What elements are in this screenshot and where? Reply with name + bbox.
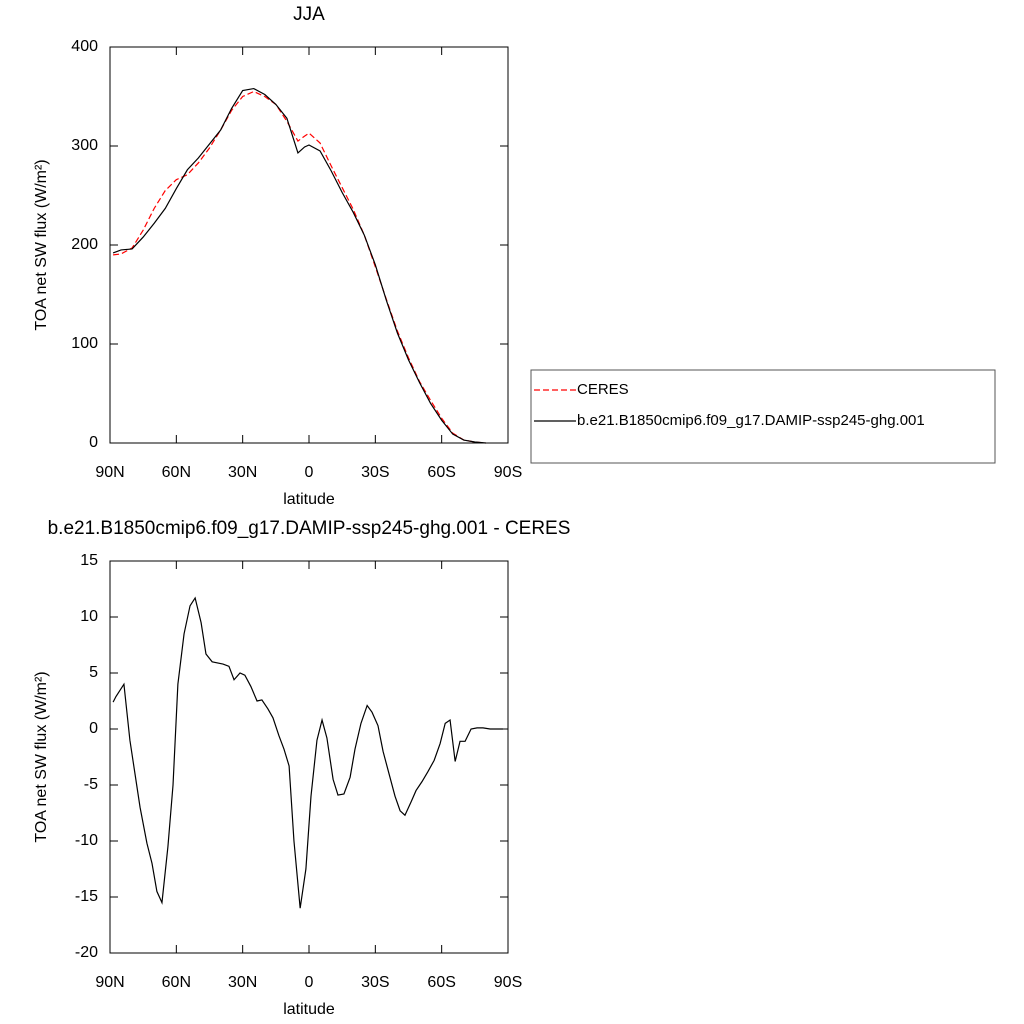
legend-label: CERES	[577, 381, 629, 398]
y-tick-label: 0	[89, 434, 98, 451]
legend: CERES b.e21.B1850cmip6.f09_g17.DAMIP-ssp2…	[530, 369, 996, 464]
y-tick-label: 400	[71, 38, 98, 55]
x-tick-label: 60N	[162, 974, 191, 991]
x-tick-label: 60S	[427, 464, 455, 481]
x-tick-label: 90N	[95, 974, 124, 991]
x-tick-label: 30S	[361, 974, 389, 991]
chart-title: b.e21.B1850cmip6.f09_g17.DAMIP-ssp245-gh…	[48, 518, 571, 539]
x-axis-label: latitude	[283, 491, 335, 508]
y-tick-label: 200	[71, 236, 98, 253]
y-tick-label: 300	[71, 137, 98, 154]
x-tick-label: 90S	[494, 974, 522, 991]
x-tick-label: 90S	[494, 464, 522, 481]
x-tick-label: 0	[305, 464, 314, 481]
x-tick-label: 0	[305, 974, 314, 991]
data-line	[112, 596, 503, 909]
legend-label: b.e21.B1850cmip6.f09_g17.DAMIP-ssp245-gh…	[577, 412, 925, 429]
y-tick-label: -15	[75, 888, 98, 905]
y-tick-label: -10	[75, 832, 98, 849]
x-tick-label: 30N	[228, 974, 257, 991]
plot-frame	[109, 46, 509, 444]
y-tick-label: 0	[89, 720, 98, 737]
y-tick-label: 5	[89, 664, 98, 681]
y-tick-label: 10	[80, 608, 98, 625]
chart-title: JJA	[293, 4, 325, 25]
data-line	[112, 87, 486, 444]
y-tick-label: 100	[71, 335, 98, 352]
y-tick-label: -5	[84, 776, 98, 793]
x-tick-label: 90N	[95, 464, 124, 481]
x-tick-label: 60N	[162, 464, 191, 481]
plot-frame	[109, 560, 509, 954]
x-tick-label: 30S	[361, 464, 389, 481]
x-tick-label: 30N	[228, 464, 257, 481]
y-tick-label: 15	[80, 552, 98, 569]
y-tick-label: -20	[75, 944, 98, 961]
x-axis-label: latitude	[283, 1001, 335, 1018]
y-axis-label: TOA net SW flux (W/m²)	[33, 671, 50, 842]
y-axis-label: TOA net SW flux (W/m²)	[33, 159, 50, 330]
legend-box	[530, 369, 996, 464]
x-tick-label: 60S	[427, 974, 455, 991]
data-line	[113, 90, 486, 444]
